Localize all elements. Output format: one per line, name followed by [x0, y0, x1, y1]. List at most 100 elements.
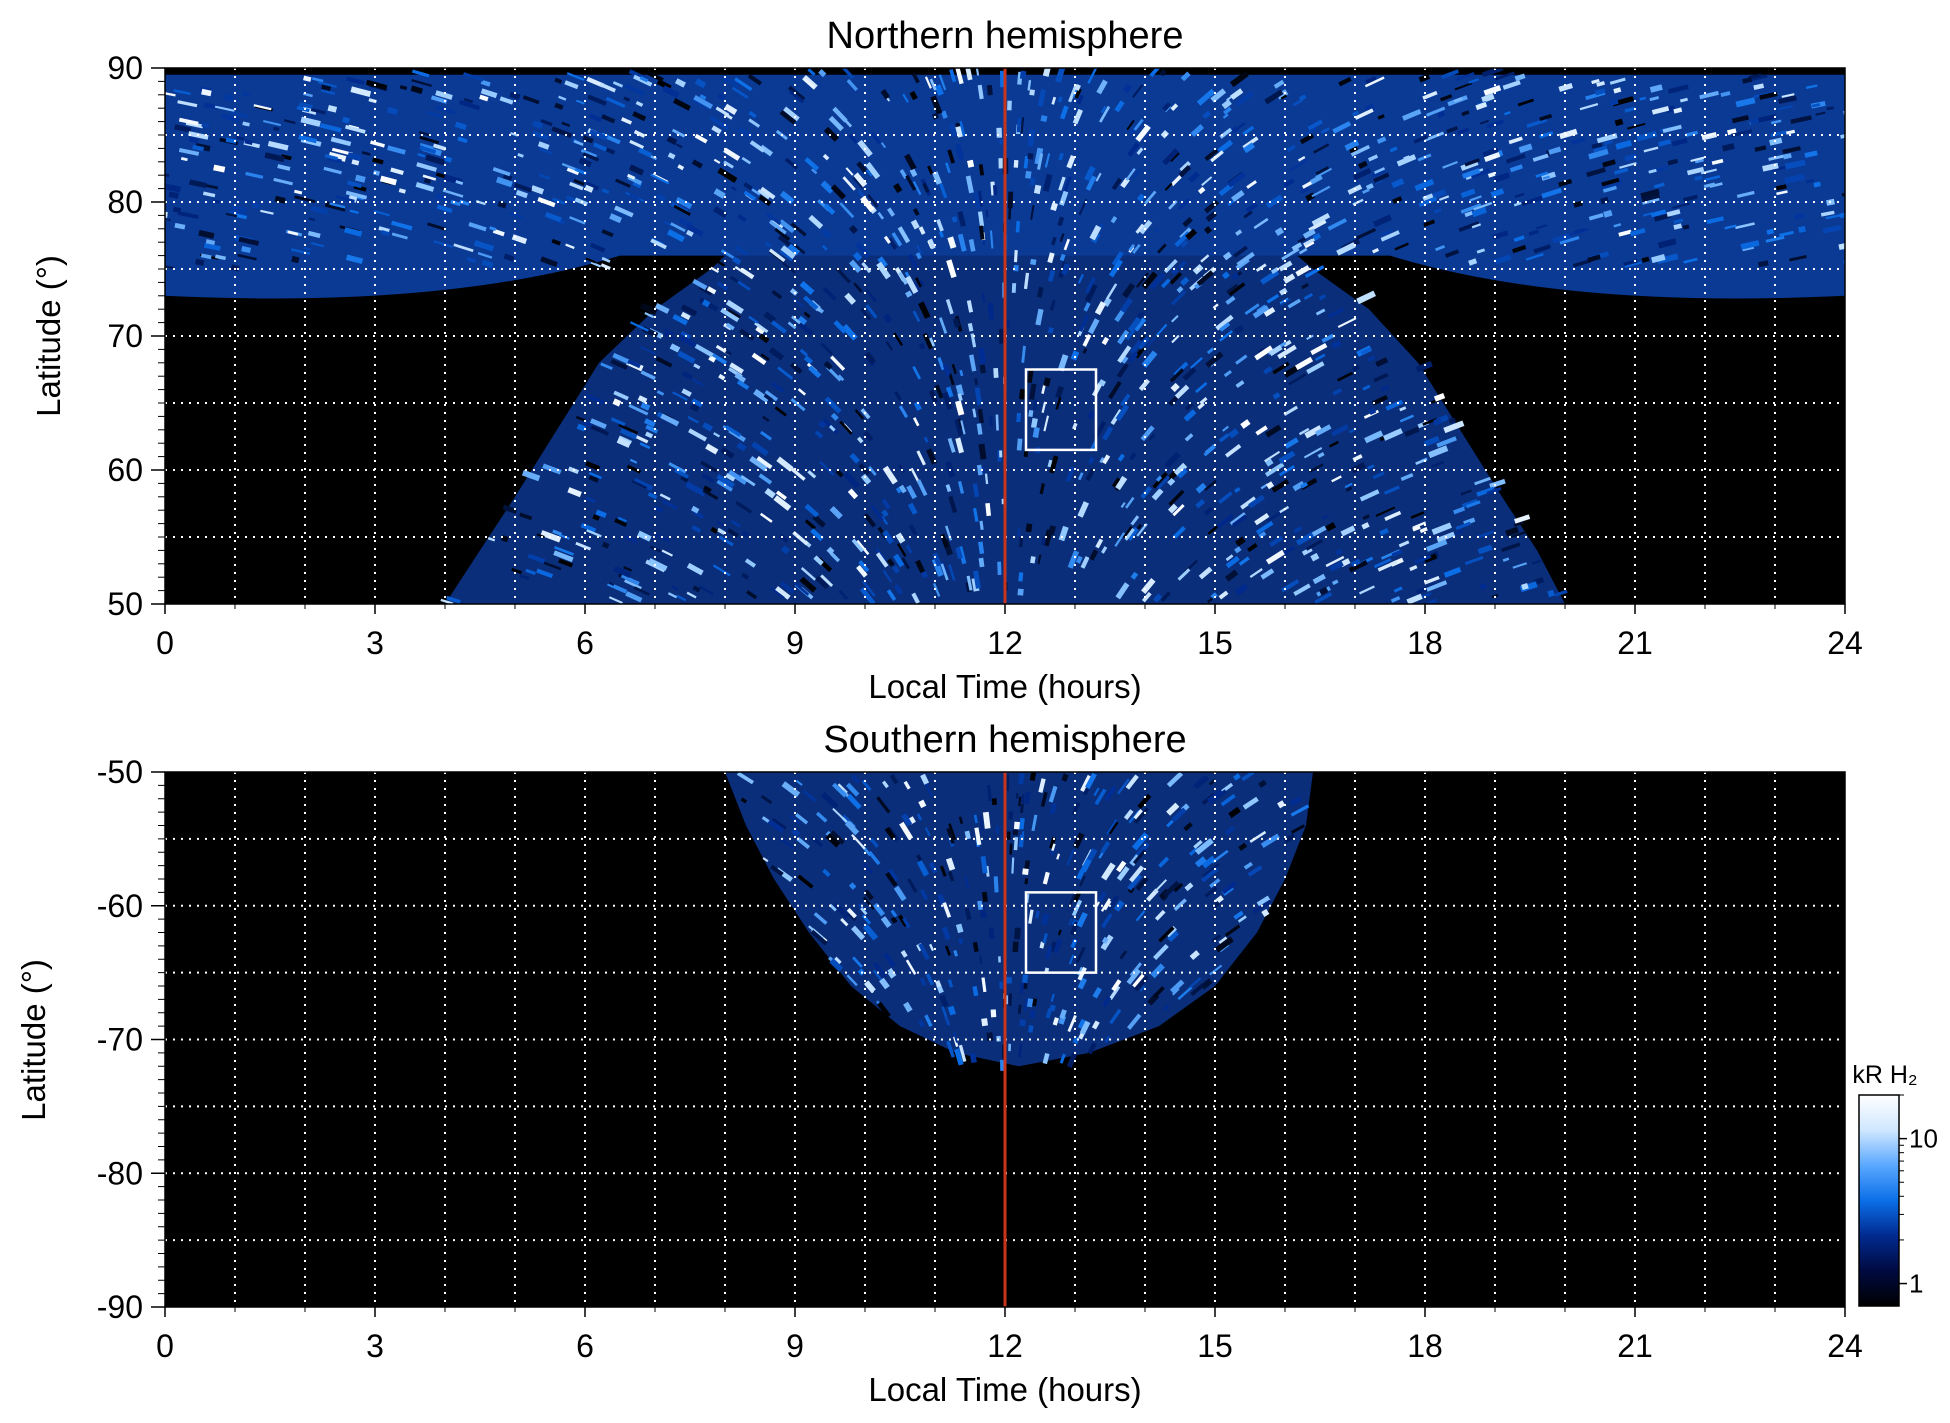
north-emission-stroke: [425, 154, 446, 166]
north-emission-stroke: [667, 592, 678, 599]
north-emission-stroke: [308, 217, 316, 222]
south-emission-stroke: [802, 789, 817, 803]
north-emission-stroke: [1371, 169, 1385, 178]
north-emission-stroke: [1153, 593, 1163, 603]
north-emission-stroke: [724, 112, 733, 120]
north-emission-stroke: [947, 236, 957, 249]
south-emission-stroke: [918, 942, 930, 961]
north-emission-stroke: [1225, 295, 1236, 305]
north-emission-stroke: [419, 135, 440, 145]
south-emission-stroke: [917, 1019, 926, 1028]
north-emission-stroke: [1058, 525, 1069, 542]
north-emission-stroke: [178, 117, 199, 126]
north-emission-stroke: [1292, 480, 1305, 492]
north-emission-stroke: [1040, 537, 1047, 546]
south-emission-stroke: [883, 952, 896, 968]
north-emission-stroke: [1720, 91, 1731, 98]
north-emission-stroke: [1392, 196, 1403, 204]
north-emission-stroke: [1364, 103, 1375, 113]
south-emission-stroke: [1041, 913, 1050, 926]
north-emission-stroke: [1483, 151, 1501, 163]
north-emission-stroke: [934, 384, 944, 399]
north-emission-stroke: [660, 413, 680, 427]
south-emission-stroke: [1233, 910, 1244, 920]
north-emission-stroke: [1571, 137, 1586, 146]
north-emission-stroke: [823, 203, 836, 215]
south-emission-stroke: [1153, 943, 1169, 961]
north-emission-stroke: [1184, 402, 1194, 411]
north-emission-stroke: [593, 142, 608, 152]
north-emission-stroke: [1027, 80, 1032, 91]
north-emission-stroke: [215, 254, 226, 261]
north-emission-stroke: [945, 386, 954, 398]
north-emission-stroke: [618, 423, 639, 435]
north-emission-stroke: [241, 92, 251, 97]
south-emission-stroke: [981, 977, 987, 993]
north-emission-stroke: [1168, 200, 1178, 210]
north-emission-stroke: [835, 267, 851, 284]
north-emission-stroke: [1074, 83, 1081, 91]
south-emission-stroke: [946, 827, 955, 844]
north-emission-stroke: [1464, 555, 1484, 566]
north-xtick-label: 15: [1197, 625, 1233, 661]
north-emission-stroke: [1160, 591, 1171, 602]
north-emission-stroke: [1422, 90, 1438, 100]
north-emission-stroke: [1167, 477, 1176, 486]
north-emission-stroke: [324, 153, 338, 161]
north-emission-stroke: [1265, 194, 1284, 209]
north-emission-stroke: [589, 418, 607, 430]
north-emission-stroke: [1235, 91, 1254, 107]
south-emission-stroke: [1218, 936, 1228, 945]
south-emission-stroke: [1101, 862, 1116, 881]
south-xtick-label: 15: [1197, 1328, 1233, 1364]
north-emission-stroke: [1258, 531, 1267, 539]
north-emission-stroke: [692, 585, 701, 593]
north-emission-stroke: [1187, 171, 1200, 183]
south-emission-stroke: [1077, 1018, 1087, 1030]
north-emission-stroke: [736, 379, 750, 390]
north-emission-stroke: [329, 202, 346, 209]
north-emission-stroke: [433, 240, 454, 249]
north-emission-stroke: [1683, 194, 1698, 203]
north-emission-stroke: [820, 180, 835, 194]
north-emission-stroke: [1072, 108, 1083, 125]
north-emission-stroke: [1243, 210, 1253, 219]
north-emission-stroke: [1196, 88, 1216, 106]
south-emission-stroke: [851, 833, 866, 850]
north-emission-stroke: [870, 132, 882, 145]
north-emission-stroke: [787, 85, 806, 102]
north-emission-stroke: [933, 582, 941, 597]
north-emission-stroke: [1136, 147, 1144, 155]
north-emission-stroke: [1315, 424, 1332, 437]
south-emission-stroke: [935, 980, 942, 988]
north-emission-stroke: [905, 544, 913, 554]
north-emission-stroke: [633, 129, 646, 138]
north-emission-stroke: [989, 230, 994, 249]
north-emission-stroke: [1735, 222, 1755, 230]
north-emission-stroke: [1017, 588, 1024, 596]
north-emission-stroke: [1077, 273, 1084, 284]
north-emission-stroke: [1694, 175, 1703, 181]
north-emission-stroke: [1055, 397, 1062, 410]
south-emission-stroke: [955, 923, 964, 934]
north-emission-stroke: [1528, 229, 1540, 236]
north-emission-stroke: [600, 263, 611, 270]
north-emission-stroke: [810, 528, 824, 542]
north-emission-stroke: [989, 416, 993, 427]
south-emission-stroke: [1192, 775, 1207, 788]
north-emission-stroke: [1283, 405, 1298, 417]
north-emission-stroke: [1094, 301, 1107, 316]
south-highlight-box: [1024, 891, 1098, 974]
north-emission-stroke: [881, 509, 889, 518]
north-emission-stroke: [1494, 254, 1512, 265]
north-emission-stroke: [1514, 73, 1526, 82]
south-emission-stroke: [1221, 881, 1237, 894]
south-emission-stroke: [886, 868, 899, 883]
north-emission-stroke: [608, 581, 615, 586]
north-emission-stroke: [1260, 269, 1280, 285]
north-emission-stroke: [1200, 254, 1210, 263]
north-emission-stroke: [1254, 512, 1270, 526]
north-emission-stroke: [829, 505, 843, 520]
north-emission-stroke: [1061, 263, 1070, 276]
north-emission-stroke: [1473, 201, 1493, 211]
